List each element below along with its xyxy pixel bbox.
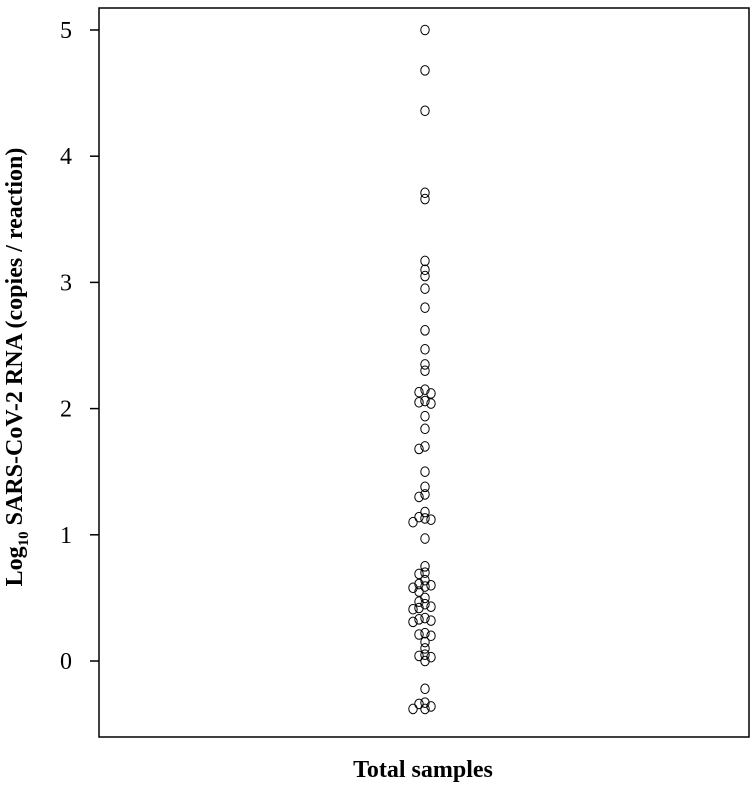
data-point <box>420 255 430 267</box>
data-point <box>420 193 430 205</box>
y-tick-label: 1 <box>60 523 72 549</box>
data-point <box>420 581 430 592</box>
data-point <box>414 386 424 398</box>
data-point <box>408 582 418 594</box>
data-point <box>420 506 430 518</box>
data-point <box>420 410 430 422</box>
data-point <box>420 697 430 708</box>
y-axis-title: Log10 SARS-CoV-2 RNA (copies / reaction) <box>2 148 32 587</box>
data-point <box>420 683 430 695</box>
data-point <box>420 65 430 76</box>
data-point <box>414 614 424 625</box>
y-axis: 0 1 2 3 4 5 <box>60 18 99 675</box>
data-point <box>420 264 430 276</box>
y-axis-title-rest: SARS-CoV-2 RNA (copies / reaction) <box>2 148 28 532</box>
data-point <box>408 603 418 615</box>
data-point <box>408 516 418 528</box>
data-point <box>420 441 430 452</box>
y-axis-title-subscript: 10 <box>16 531 32 546</box>
data-point <box>420 423 430 435</box>
x-axis-title: Total samples <box>353 757 493 783</box>
data-point <box>414 443 424 455</box>
data-point <box>426 579 436 591</box>
y-tick-label: 3 <box>60 270 72 296</box>
data-point <box>420 283 430 295</box>
y-tick-label: 4 <box>60 144 72 170</box>
data-point <box>420 703 430 715</box>
data-point <box>426 514 436 525</box>
y-tick-label: 5 <box>60 18 72 44</box>
data-points <box>408 24 436 715</box>
plot-frame <box>98 7 750 738</box>
data-point <box>414 596 424 607</box>
data-point <box>414 491 424 503</box>
data-point <box>414 511 424 523</box>
data-point <box>420 365 430 377</box>
data-point <box>420 302 430 313</box>
data-point <box>414 698 424 710</box>
data-point <box>414 396 424 408</box>
y-tick-label: 2 <box>60 397 72 423</box>
data-point <box>420 466 430 478</box>
data-point <box>420 567 430 578</box>
data-point <box>420 574 430 586</box>
data-point <box>426 615 436 626</box>
data-point <box>420 561 430 572</box>
data-point <box>426 630 436 642</box>
data-point <box>420 592 430 604</box>
data-point <box>414 629 424 640</box>
data-point <box>420 105 430 117</box>
data-point <box>420 187 430 199</box>
data-point <box>414 578 424 590</box>
data-point <box>420 395 430 407</box>
data-point <box>420 384 430 395</box>
data-point <box>426 398 436 409</box>
data-point <box>420 655 430 667</box>
data-point <box>414 650 424 662</box>
y-tick-label: 0 <box>60 649 72 675</box>
data-point <box>426 701 436 712</box>
data-point <box>420 513 430 524</box>
y-axis-title-prefix: Log <box>2 546 28 586</box>
data-point <box>420 343 430 355</box>
data-point <box>408 703 418 715</box>
data-point <box>426 601 436 613</box>
data-point <box>420 649 430 660</box>
data-point <box>420 359 430 370</box>
data-point <box>420 325 430 336</box>
data-point <box>420 598 430 610</box>
data-point <box>420 533 430 544</box>
data-point <box>408 616 418 628</box>
data-point <box>426 651 436 663</box>
data-point <box>420 636 430 648</box>
data-point <box>420 489 430 500</box>
data-point <box>420 627 430 639</box>
data-point <box>420 481 430 493</box>
data-point <box>414 602 424 614</box>
data-point <box>420 270 430 282</box>
data-point <box>420 24 430 36</box>
data-point <box>420 612 430 624</box>
data-point <box>420 643 430 654</box>
